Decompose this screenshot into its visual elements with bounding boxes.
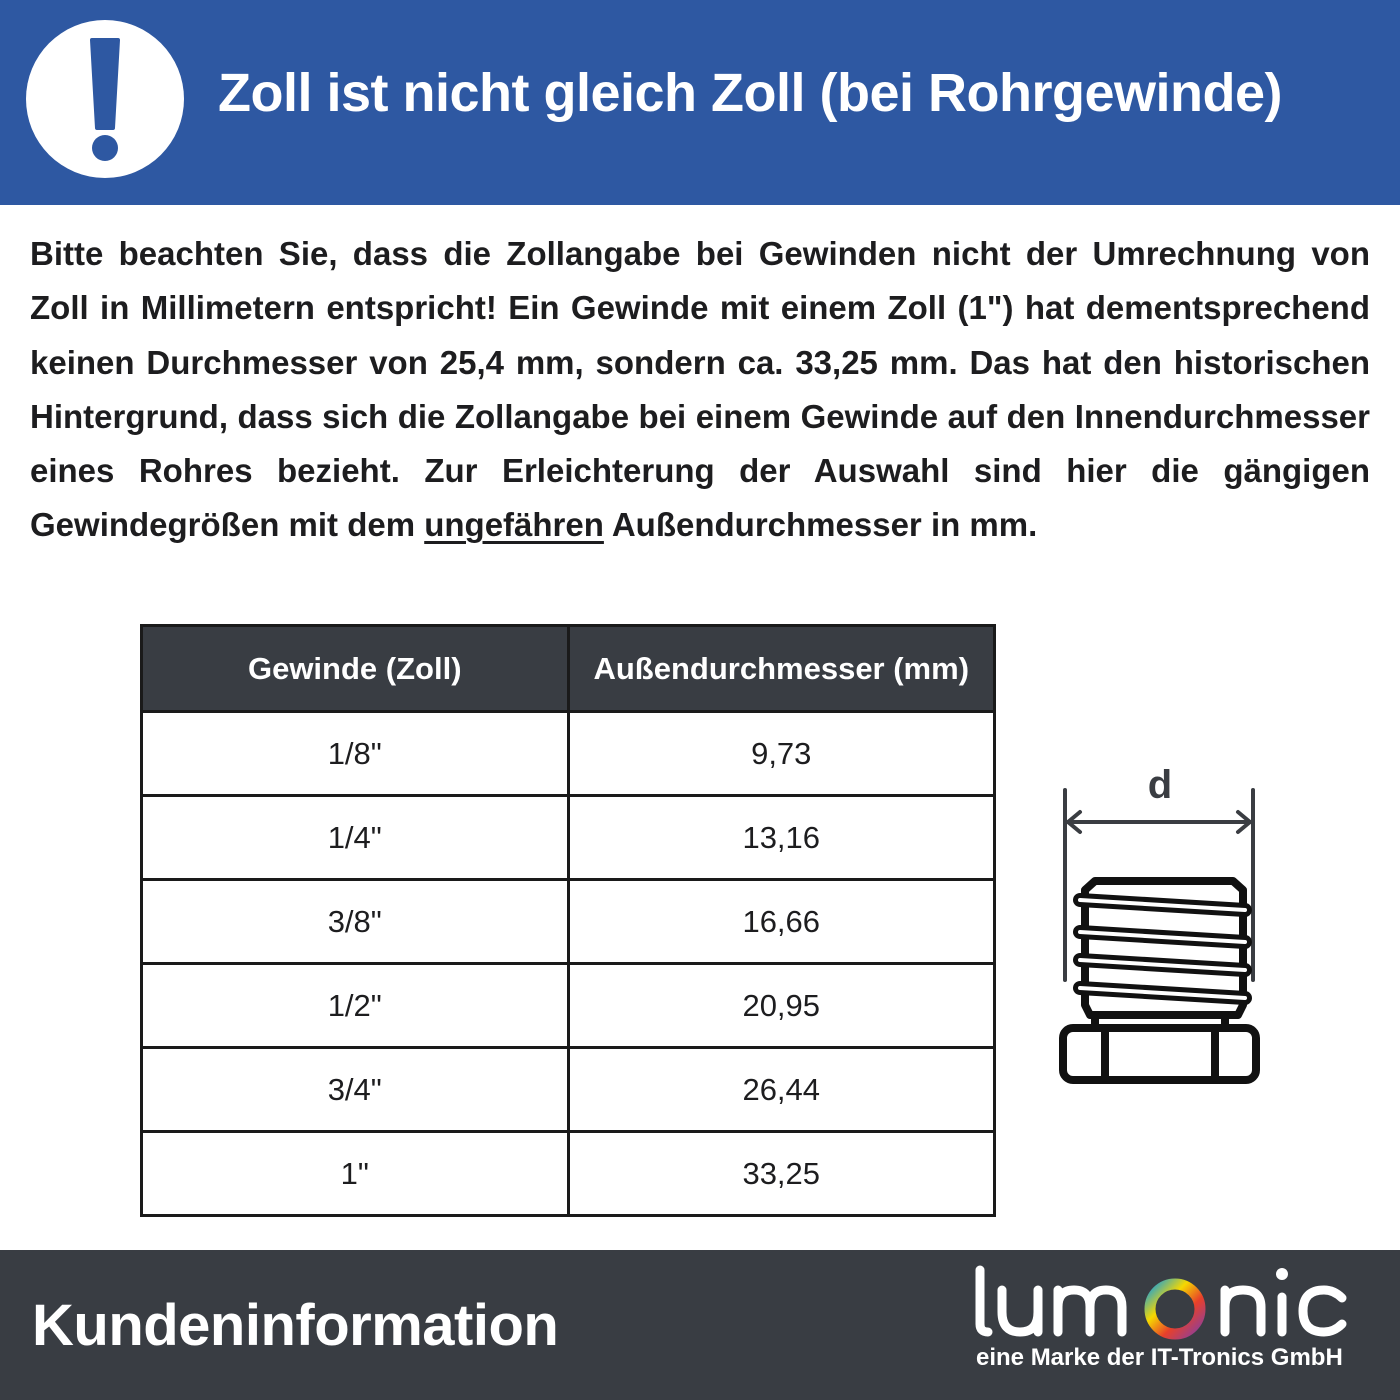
thread-size-table: Gewinde (Zoll) Außendurchmesser (mm) 1/8…: [140, 624, 996, 1217]
intro-text: Bitte beachten Sie, dass die Zollangabe …: [30, 235, 1370, 544]
cell-thread: 3/8": [140, 878, 570, 965]
cell-thread: 3/4": [140, 1046, 570, 1133]
cell-diameter: 9,73: [566, 710, 996, 797]
column-header-diameter: Außendurchmesser (mm): [566, 624, 996, 713]
cell-diameter: 16,66: [566, 878, 996, 965]
page-title: Zoll ist nicht gleich Zoll (bei Rohrgewi…: [218, 63, 1283, 123]
cell-diameter: 33,25: [566, 1130, 996, 1217]
table-row: 1/2" 20,95: [140, 962, 996, 1049]
table-row: 3/8" 16,66: [140, 878, 996, 965]
table-row: 1/8" 9,73: [140, 710, 996, 797]
thread-fitting-diagram: d: [1059, 763, 1260, 1084]
intro-paragraph: Bitte beachten Sie, dass die Zollangabe …: [30, 227, 1370, 553]
intro-underlined: ungefähren: [424, 506, 604, 544]
cell-thread: 1/2": [140, 962, 570, 1049]
dimension-lines: [1063, 788, 1255, 982]
header-banner: Zoll ist nicht gleich Zoll (bei Rohrgewi…: [0, 0, 1400, 205]
cell-thread: 1/8": [140, 710, 570, 797]
lumonic-logo: [975, 1265, 1347, 1340]
table-header-row: Gewinde (Zoll) Außendurchmesser (mm): [140, 624, 996, 713]
logo-tagline: eine Marke der IT-Tronics GmbH: [976, 1344, 1343, 1371]
diameter-label: d: [1148, 763, 1172, 807]
cell-thread: 1": [140, 1130, 570, 1217]
intro-text-end: Außendurchmesser in mm.: [603, 506, 1038, 544]
table-row: 3/4" 26,44: [140, 1046, 996, 1133]
thread-coils: [1073, 893, 1252, 1005]
cell-thread: 1/4": [140, 794, 570, 881]
column-header-thread: Gewinde (Zoll): [140, 624, 570, 713]
footer-label: Kundeninformation: [32, 1293, 559, 1358]
table-row: 1" 33,25: [140, 1130, 996, 1217]
footer-bar: Kundeninformation eine Marke der IT-Tron…: [0, 1250, 1400, 1400]
cell-diameter: 20,95: [566, 962, 996, 1049]
table-row: 1/4" 13,16: [140, 794, 996, 881]
cell-diameter: 13,16: [566, 794, 996, 881]
exclamation-icon: [26, 20, 184, 178]
cell-diameter: 26,44: [566, 1046, 996, 1133]
